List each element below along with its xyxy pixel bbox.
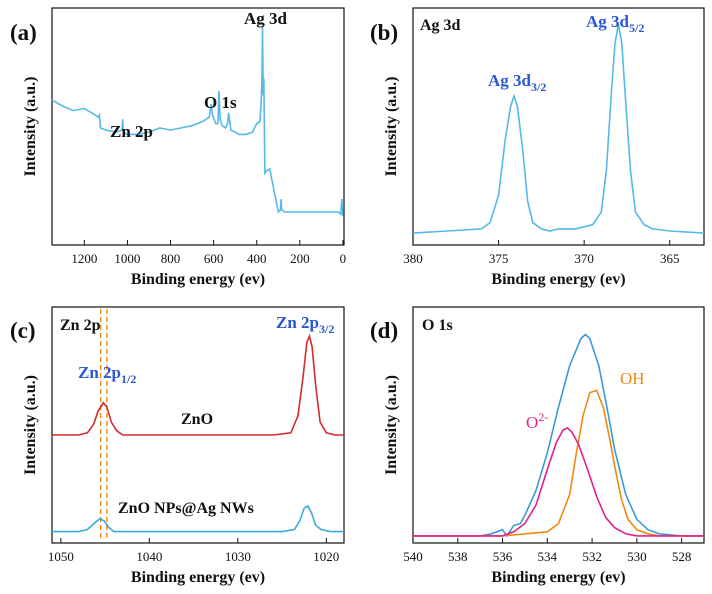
panel-title: Ag 3d xyxy=(420,17,461,34)
plot-frame xyxy=(51,306,345,544)
plot-frame xyxy=(51,7,345,246)
x-axis-label: Binding energy (ev) xyxy=(491,569,625,586)
panel-label: (d) xyxy=(370,318,398,343)
x-tick-label: 400 xyxy=(247,251,267,266)
x-tick-label: 1030 xyxy=(225,549,251,564)
x-tick-label: 538 xyxy=(448,549,468,564)
series-line xyxy=(413,389,704,537)
peak-annotation: Ag 3d3/2 xyxy=(488,71,546,94)
x-tick-label: 365 xyxy=(660,251,680,266)
panel-2: (c) Zn 2p 1050 1040 1030 1020 Binding energy (… xyxy=(10,306,345,586)
panel-title: Zn 2p xyxy=(60,317,101,334)
panel-label: (b) xyxy=(370,20,398,45)
x-axis-label: Binding energy (ev) xyxy=(491,271,625,288)
peak-annotation: Ag 3d xyxy=(244,9,288,28)
x-axis-label: Binding energy (ev) xyxy=(131,569,265,586)
x-tick-label: 1040 xyxy=(136,549,162,564)
x-tick-label: 0 xyxy=(340,251,347,266)
series-line xyxy=(413,426,704,537)
x-tick-label: 1200 xyxy=(71,251,97,266)
x-tick-label: 534 xyxy=(538,549,558,564)
x-tick-label: 800 xyxy=(161,251,181,266)
peak-annotation: O2- xyxy=(526,410,548,432)
y-axis-label: Intensity (a.u.) xyxy=(22,76,39,176)
series-line xyxy=(52,504,344,533)
x-tick-label: 528 xyxy=(672,549,692,564)
panel-0: (a) 1200 1000 800 600 400 200 0 Binding energy (… xyxy=(10,7,347,288)
series-line xyxy=(52,333,344,436)
x-tick-label: 200 xyxy=(290,251,310,266)
x-tick-label: 375 xyxy=(489,251,509,266)
panel-label: (a) xyxy=(10,20,37,45)
x-tick-label: 536 xyxy=(493,549,513,564)
series-label: ZnO NPs@Ag NWs xyxy=(118,500,254,517)
x-axis-label: Binding energy (ev) xyxy=(131,271,265,288)
peak-annotation: O 1s xyxy=(204,93,237,112)
series-line xyxy=(412,24,705,234)
peak-annotation: Zn 2p3/2 xyxy=(276,313,334,336)
peak-annotation: OH xyxy=(620,369,645,388)
plot-frame xyxy=(412,306,705,544)
x-tick-label: 380 xyxy=(403,251,423,266)
x-tick-label: 1000 xyxy=(114,251,140,266)
x-tick-label: 532 xyxy=(582,549,602,564)
x-tick-label: 600 xyxy=(204,251,224,266)
series-label: ZnO xyxy=(181,411,213,428)
peak-annotation: Ag 3d5/2 xyxy=(586,12,644,35)
series-line xyxy=(413,333,704,538)
x-tick-label: 1050 xyxy=(48,549,74,564)
y-axis-label: Intensity (a.u.) xyxy=(22,375,39,475)
x-tick-label: 370 xyxy=(574,251,594,266)
panel-3: (d) O 1s 540 538 536 534 532 530 528 Binding ener… xyxy=(370,306,705,586)
x-tick-label: 530 xyxy=(627,549,647,564)
y-axis-label: Intensity (a.u.) xyxy=(383,375,400,475)
peak-annotation: Zn 2p xyxy=(110,122,153,141)
x-tick-label: 540 xyxy=(403,549,423,564)
peak-annotation: Zn 2p1/2 xyxy=(78,363,136,386)
series-line xyxy=(51,26,344,217)
panel-label: (c) xyxy=(10,318,36,343)
panel-title: O 1s xyxy=(422,317,453,334)
plot-frame xyxy=(412,7,705,246)
y-axis-label: Intensity (a.u.) xyxy=(383,76,400,176)
x-tick-label: 1020 xyxy=(313,549,339,564)
panel-1: (b) Ag 3d 380 375 370 365 Binding energy (ev) I… xyxy=(370,7,705,288)
